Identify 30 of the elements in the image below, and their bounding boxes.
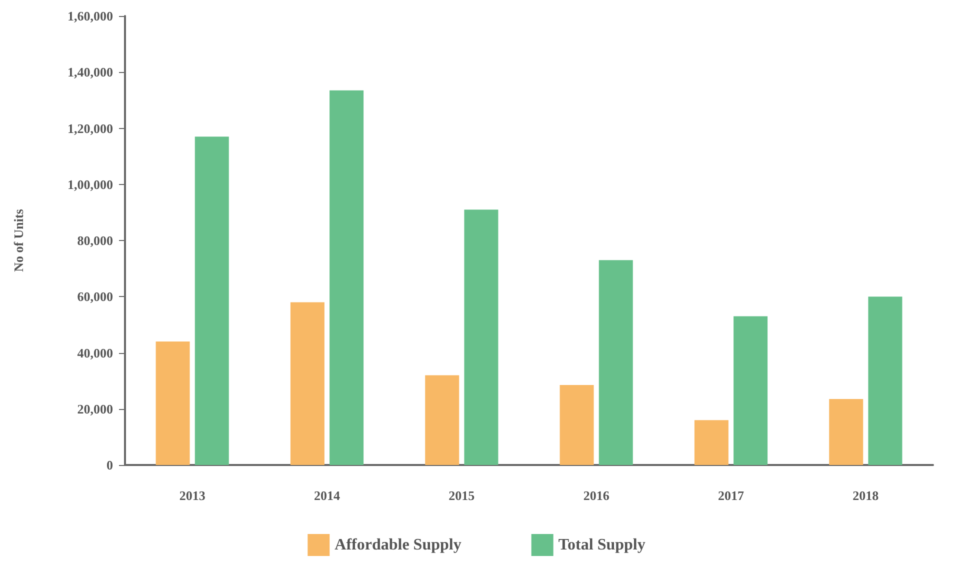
y-tick-label: 1,00,000 (68, 176, 113, 192)
x-tick-label: 2015 (448, 488, 476, 503)
x-tick-label: 2014 (314, 488, 340, 503)
legend-label: Affordable Supply (334, 536, 462, 554)
legend-label: Total Supply (558, 536, 646, 554)
y-tick-label: 20,000 (77, 401, 113, 416)
bar (598, 260, 633, 465)
bar (734, 316, 768, 465)
x-tick-label: 2018 (852, 488, 880, 503)
y-tick-label: 1,20,000 (68, 120, 113, 136)
x-tick-label: 2017 (718, 488, 744, 503)
y-tick-label: 1,40,000 (68, 64, 113, 80)
bar (464, 210, 498, 465)
x-tick-label: 2016 (583, 488, 610, 503)
bar (560, 385, 594, 465)
y-tick-label: 1,60,000 (68, 8, 113, 24)
y-tick-label: 60,000 (77, 289, 113, 304)
y-tick-label: 0 (106, 458, 113, 472)
bar (156, 342, 190, 465)
y-tick-label: 40,000 (77, 345, 113, 360)
y-axis-title: No of Units (11, 209, 26, 272)
bar (868, 296, 902, 465)
bar (425, 375, 460, 465)
bar (330, 90, 364, 465)
x-tick-label: 2013 (179, 488, 206, 503)
y-tick-label: 80,000 (77, 233, 113, 248)
bar (194, 136, 229, 465)
bar (290, 302, 324, 465)
bar (694, 420, 728, 465)
bar (829, 399, 864, 465)
